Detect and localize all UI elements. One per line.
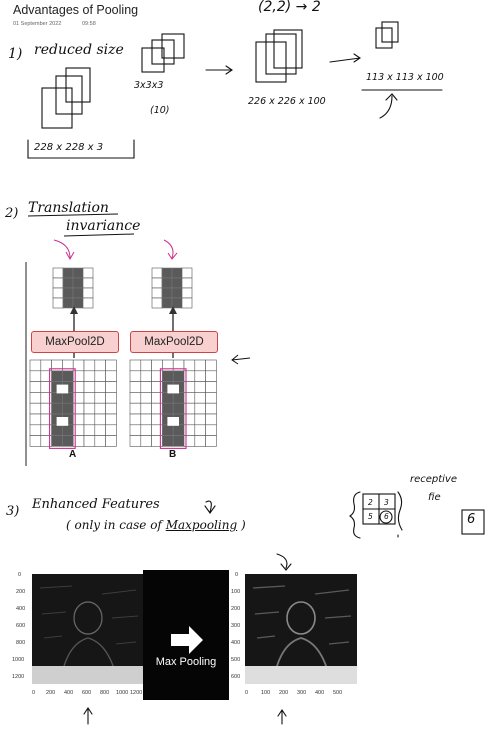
right-xtick-0: 0 [245,690,248,696]
left-ytick-6: 1200 [12,674,24,680]
left-image-portrait [32,574,144,684]
right-arrow-icon [143,620,229,680]
right-ytick-0: 0 [235,572,238,578]
left-ytick-4: 800 [16,640,25,646]
right-image [245,574,357,684]
max-pooling-panel: Max Pooling [143,570,229,700]
pointer-arrow-right-image [277,554,291,570]
left-brace [350,492,360,538]
left-xtick-4: 800 [100,690,109,696]
left-xtick-1: 200 [46,690,55,696]
left-xtick-5: 1000 [116,690,128,696]
left-xtick-3: 600 [82,690,91,696]
right-xtick-2: 200 [279,690,288,696]
right-ytick-5: 500 [231,657,240,663]
right-ytick-1: 100 [231,589,240,595]
right-image-portrait [245,574,357,684]
max-circle [380,511,392,523]
pointer-arrow-maxpool [205,501,215,513]
right-ytick-6: 600 [231,674,240,680]
max-pooling-label: Max Pooling [143,656,229,668]
left-xtick-2: 400 [64,690,73,696]
left-image-panel: 0 200 400 600 800 1000 1200 0 200 400 60… [12,570,144,700]
left-ytick-1: 200 [16,589,25,595]
left-xtick-6: 1200 [130,690,142,696]
left-ytick-3: 600 [16,623,25,629]
right-xtick-5: 500 [333,690,342,696]
left-ytick-0: 0 [18,572,21,578]
left-ytick-2: 400 [16,606,25,612]
right-ytick-4: 400 [231,640,240,646]
result-box [462,510,484,534]
pointer-arrow-left-image-bottom [84,708,92,724]
right-xtick-3: 300 [297,690,306,696]
left-image [32,574,144,684]
left-ytick-5: 1000 [12,657,24,663]
right-image-panel: 0 100 200 300 400 500 600 0 100 200 300 … [229,570,359,700]
pointer-arrow-right-image-bottom [278,710,286,724]
left-xtick-0: 0 [32,690,35,696]
right-xtick-1: 100 [261,690,270,696]
right-ytick-2: 200 [231,606,240,612]
right-ytick-3: 300 [231,623,240,629]
right-xtick-4: 400 [315,690,324,696]
right-brace [398,492,402,537]
